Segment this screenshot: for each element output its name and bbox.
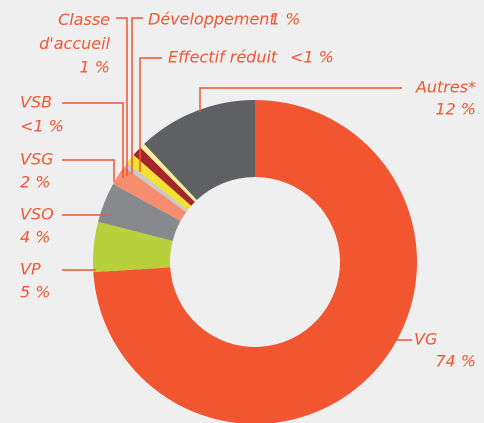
segment-label: Effectif réduit xyxy=(168,48,278,67)
value-label: 2 % xyxy=(20,173,50,192)
donut-segment xyxy=(144,100,255,201)
segment-label: VG xyxy=(414,330,437,349)
value-label: 4 % xyxy=(20,228,50,247)
donut xyxy=(93,100,417,423)
donut-segment xyxy=(93,100,417,423)
leader-line xyxy=(139,57,162,172)
donut-segment xyxy=(126,154,192,210)
value-label: 1 % xyxy=(80,58,110,77)
value-label: <1 % xyxy=(290,48,334,67)
donut-segment xyxy=(133,147,195,206)
labels: VG 74 % VP 5 % VSO 4 % VSG 2 % VSB <1 % Classe d'ac… xyxy=(20,10,476,371)
segment-label: Autres* xyxy=(415,78,476,97)
value-label: <1 % xyxy=(20,117,64,136)
segment-label: VSG xyxy=(20,150,54,169)
segment-label: VP xyxy=(20,260,41,279)
segment-label: VSO xyxy=(20,205,54,224)
leader-line xyxy=(116,17,128,176)
donut-segment xyxy=(123,162,188,213)
value-label: 5 % xyxy=(20,283,50,302)
segment-label: Classe d'accueil xyxy=(39,10,110,53)
donut-segment xyxy=(140,143,197,202)
value-label: 12 % xyxy=(435,100,476,119)
donut-segment xyxy=(93,221,173,273)
segment-label: VSB xyxy=(20,93,52,112)
leader-line xyxy=(62,102,124,178)
donut-segment xyxy=(113,166,187,222)
value-label: 1 % xyxy=(270,10,300,29)
donut-segment xyxy=(98,183,181,241)
leader-line xyxy=(131,17,143,174)
leader-line xyxy=(62,159,115,182)
leader-line xyxy=(199,87,402,112)
segment-label: Développement xyxy=(148,10,276,29)
value-label: 74 % xyxy=(435,352,476,371)
